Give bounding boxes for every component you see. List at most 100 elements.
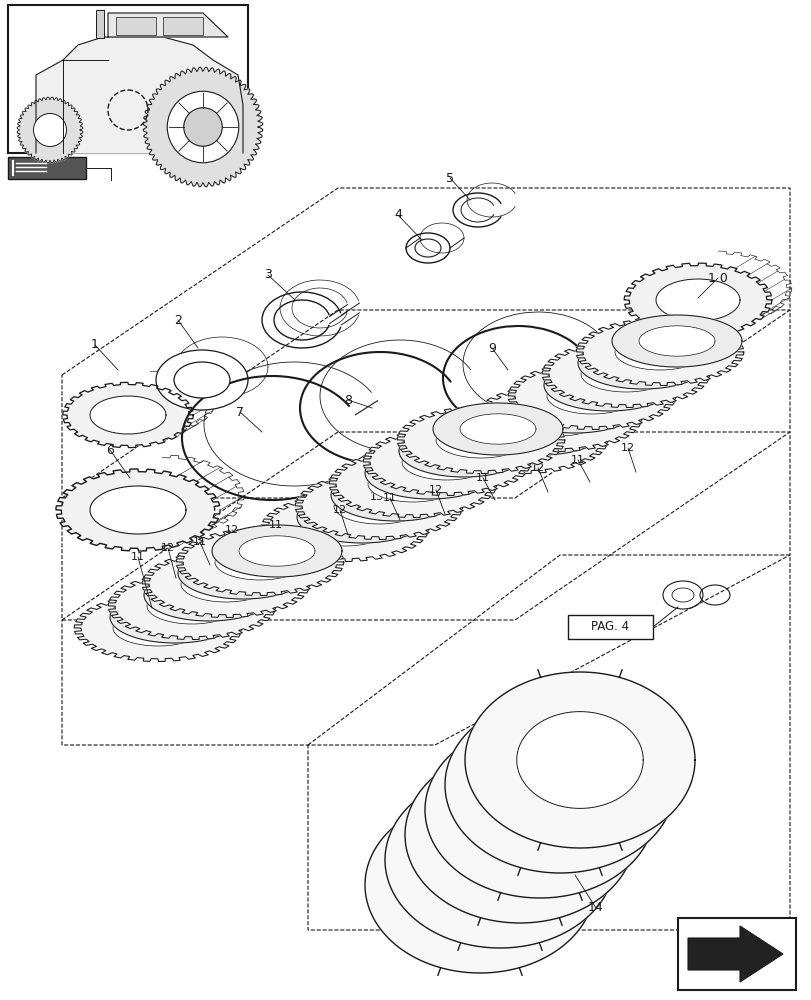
- Polygon shape: [108, 13, 228, 37]
- Text: 4: 4: [393, 209, 401, 222]
- Polygon shape: [516, 712, 642, 808]
- Polygon shape: [113, 610, 203, 646]
- Polygon shape: [90, 486, 186, 534]
- Polygon shape: [365, 797, 594, 973]
- Ellipse shape: [156, 350, 247, 410]
- Text: 7: 7: [236, 406, 243, 418]
- Polygon shape: [436, 812, 563, 908]
- Text: 1 0: 1 0: [707, 271, 727, 284]
- Polygon shape: [475, 403, 605, 455]
- Circle shape: [33, 114, 67, 147]
- Polygon shape: [392, 458, 467, 488]
- Polygon shape: [476, 762, 603, 858]
- Bar: [358, 487, 396, 507]
- Polygon shape: [457, 787, 582, 883]
- Text: 9: 9: [487, 342, 496, 355]
- Polygon shape: [384, 772, 614, 948]
- Polygon shape: [655, 279, 739, 321]
- Polygon shape: [474, 384, 641, 452]
- Polygon shape: [328, 450, 496, 518]
- Polygon shape: [144, 569, 273, 621]
- Polygon shape: [542, 340, 709, 408]
- Polygon shape: [324, 502, 400, 532]
- Polygon shape: [17, 97, 83, 163]
- Polygon shape: [576, 318, 743, 386]
- Bar: [96, 10, 104, 38]
- Polygon shape: [261, 494, 428, 562]
- Polygon shape: [367, 466, 457, 502]
- Text: 12: 12: [428, 485, 443, 495]
- Text: 1: 1: [91, 338, 99, 352]
- Polygon shape: [426, 436, 501, 466]
- Text: 2: 2: [174, 314, 182, 326]
- Ellipse shape: [174, 362, 230, 398]
- Text: PAG. 4: PAG. 4: [590, 620, 629, 634]
- Polygon shape: [577, 337, 707, 389]
- Text: 5: 5: [445, 172, 453, 185]
- Polygon shape: [614, 334, 704, 370]
- Polygon shape: [440, 406, 607, 474]
- Polygon shape: [460, 414, 535, 444]
- Bar: [116, 17, 156, 35]
- Polygon shape: [509, 381, 639, 433]
- Polygon shape: [581, 356, 670, 392]
- Polygon shape: [90, 396, 165, 434]
- Text: 11: 11: [193, 537, 207, 547]
- Text: 11: 11: [383, 493, 397, 503]
- Circle shape: [167, 91, 238, 163]
- Polygon shape: [508, 362, 675, 430]
- Polygon shape: [333, 488, 423, 524]
- Polygon shape: [405, 747, 634, 923]
- Polygon shape: [401, 444, 491, 480]
- Polygon shape: [478, 422, 569, 458]
- Polygon shape: [74, 594, 242, 662]
- Polygon shape: [604, 348, 680, 378]
- Polygon shape: [611, 315, 741, 367]
- Text: 12: 12: [225, 525, 238, 535]
- Text: 3: 3: [264, 268, 272, 282]
- Polygon shape: [176, 528, 343, 596]
- Text: 14: 14: [587, 901, 603, 914]
- FancyBboxPatch shape: [8, 157, 86, 179]
- Polygon shape: [502, 414, 578, 444]
- Text: 8: 8: [344, 393, 351, 406]
- Polygon shape: [295, 472, 462, 540]
- Polygon shape: [416, 837, 543, 933]
- Polygon shape: [432, 403, 562, 455]
- Polygon shape: [436, 422, 526, 458]
- Polygon shape: [143, 67, 263, 187]
- Text: 11: 11: [268, 520, 283, 530]
- Polygon shape: [56, 469, 220, 551]
- Polygon shape: [363, 428, 530, 496]
- Polygon shape: [181, 566, 271, 602]
- Polygon shape: [178, 547, 307, 599]
- Text: 11: 11: [570, 455, 584, 465]
- Polygon shape: [108, 572, 276, 640]
- Polygon shape: [687, 926, 782, 982]
- Polygon shape: [62, 382, 193, 448]
- Polygon shape: [465, 672, 694, 848]
- Polygon shape: [238, 536, 315, 566]
- Text: 6: 6: [106, 444, 114, 456]
- Polygon shape: [624, 263, 770, 337]
- Polygon shape: [358, 480, 433, 510]
- Polygon shape: [397, 406, 564, 474]
- Polygon shape: [570, 370, 646, 400]
- Circle shape: [183, 108, 222, 146]
- Polygon shape: [513, 400, 603, 436]
- Text: 12: 12: [333, 505, 346, 515]
- Polygon shape: [547, 378, 636, 414]
- Polygon shape: [36, 37, 242, 153]
- Text: 12: 12: [620, 443, 634, 453]
- Polygon shape: [444, 697, 674, 873]
- Polygon shape: [496, 737, 623, 833]
- Bar: [568, 615, 652, 639]
- Polygon shape: [536, 392, 612, 422]
- Bar: [677, 918, 795, 990]
- Polygon shape: [137, 602, 212, 632]
- Polygon shape: [142, 550, 309, 618]
- Polygon shape: [109, 591, 240, 643]
- Polygon shape: [212, 525, 341, 577]
- Text: 11: 11: [475, 473, 489, 483]
- Bar: [163, 17, 203, 35]
